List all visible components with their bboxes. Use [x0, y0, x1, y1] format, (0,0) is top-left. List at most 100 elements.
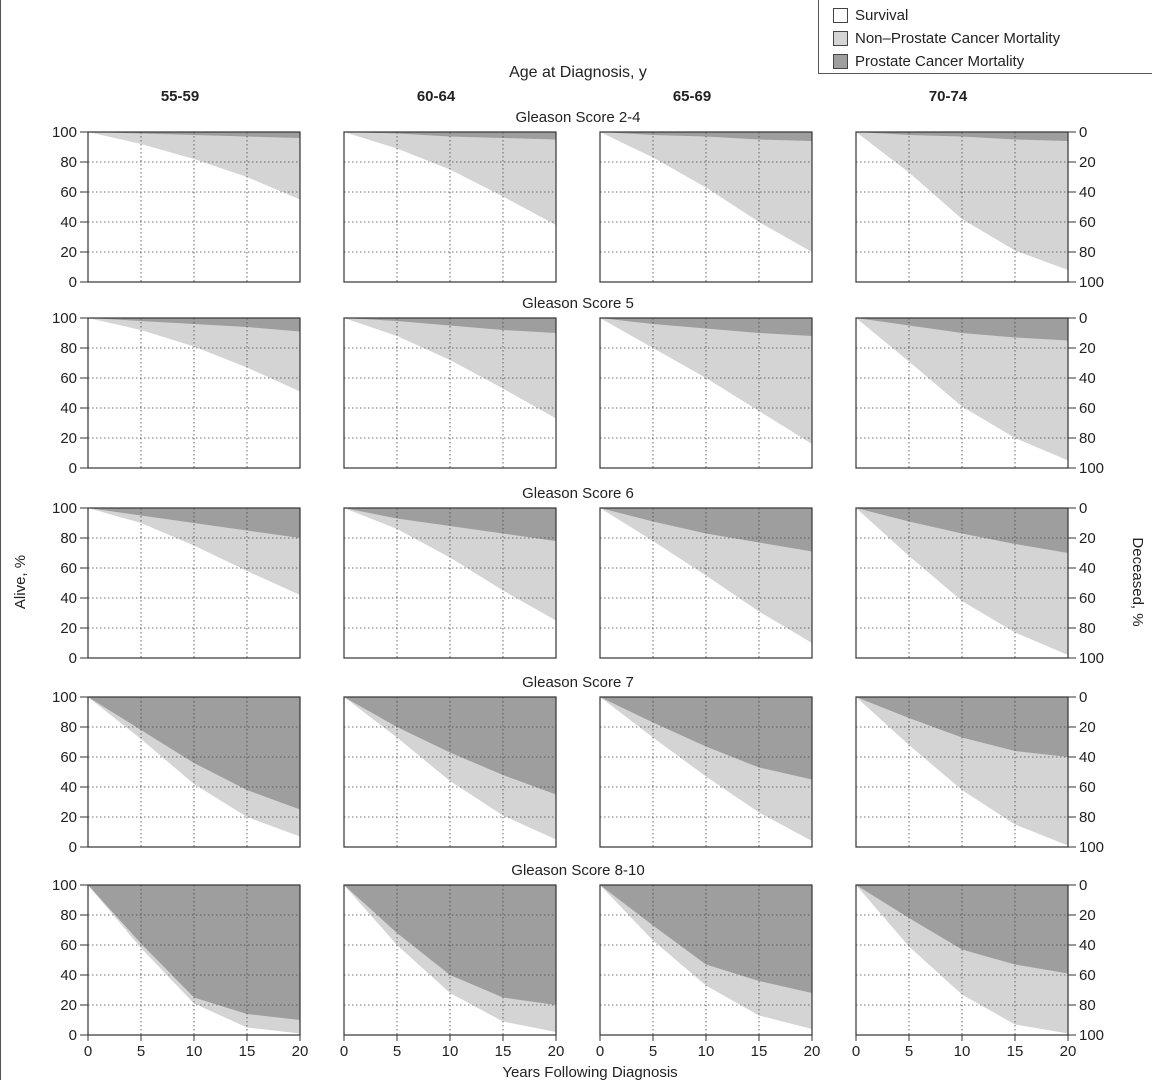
panel-r5-c2-xtick-label-15: 15	[495, 1043, 512, 1060]
panel-r1-c1-ytick-label-left-80: 80	[60, 154, 77, 171]
panel-r5-c2-xtick-label-20: 20	[548, 1043, 565, 1060]
panel-r3-c4-ytick-label-right-40: 40	[1079, 560, 1096, 577]
panel-r2-c3-frame	[599, 317, 813, 469]
panel-r4-c4-ytick-label-right-20: 20	[1079, 719, 1096, 736]
y-axis-title-right: Deceased, %	[1129, 537, 1146, 626]
legend-swatch-survival	[833, 7, 848, 23]
panel-r1-c4-ytick-label-right-40: 40	[1079, 184, 1096, 201]
panel-r1-c4-ytick-label-right-80: 80	[1079, 244, 1096, 261]
legend-label-survival: Survival	[855, 6, 909, 24]
panel-r5-c1-ytick-label-left-60: 60	[60, 937, 77, 954]
panel-r3-c4-ytick-label-right-100: 100	[1079, 650, 1104, 667]
panel-r5-c1-xtick-label-15: 15	[239, 1043, 256, 1060]
panel-r4-c1-ytick-label-left-60: 60	[60, 749, 77, 766]
panel-r2-c1-ytick-label-left-100: 100	[52, 310, 77, 327]
panel-r3-c1-frame	[87, 507, 301, 659]
legend-item-non-prostate-mortality: Non–Prostate Cancer Mortality	[833, 28, 1060, 48]
panel-r3-c4-ytick-label-right-0: 0	[1079, 500, 1087, 517]
y-axis-title-left: Alive, %	[12, 555, 29, 609]
panel-r1-c1-ytick-label-left-40: 40	[60, 214, 77, 231]
panel-r4-c4-frame	[855, 696, 1069, 848]
panel-r1-c1-frame	[87, 131, 301, 283]
panel-r4-c1-ytick-label-left-100: 100	[52, 689, 77, 706]
panel-r5-c4-ytick-label-right-80: 80	[1079, 997, 1096, 1014]
panel-r3-c1-ytick-label-left-100: 100	[52, 500, 77, 517]
panel-r5-c4-ytick-label-right-100: 100	[1079, 1027, 1104, 1044]
panel-r1-c3-frame	[599, 131, 813, 283]
age-group-label-60-64: 60-64	[417, 88, 456, 105]
panel-r5-c1-xtick-label-0: 0	[84, 1043, 92, 1060]
panel-r5-c4-ytick-label-right-0: 0	[1079, 877, 1087, 894]
gleason-title-2: Gleason Score 5	[522, 295, 634, 312]
panel-r3-c1-ytick-label-left-60: 60	[60, 560, 77, 577]
figure-header: Age at Diagnosis, y	[509, 64, 647, 81]
panel-r5-c4-xtick-label-20: 20	[1060, 1043, 1077, 1060]
panel-r5-c4-xtick-label-15: 15	[1007, 1043, 1024, 1060]
panel-r2-c2-frame	[343, 317, 557, 469]
panel-r2-c4-ytick-label-right-0: 0	[1079, 310, 1087, 327]
panel-r2-c4-ytick-label-right-20: 20	[1079, 340, 1096, 357]
panel-r5-c1-xtick-label-20: 20	[292, 1043, 309, 1060]
panel-r2-c1-ytick-label-left-40: 40	[60, 400, 77, 417]
panel-r5-c2-xtick-label-5: 5	[393, 1043, 401, 1060]
panel-r1-c1-ytick-label-left-100: 100	[52, 124, 77, 141]
panel-r4-c4-ytick-label-right-40: 40	[1079, 749, 1096, 766]
panel-r4-c1-ytick-label-left-40: 40	[60, 779, 77, 796]
panel-r4-c4-ytick-label-right-80: 80	[1079, 809, 1096, 826]
panel-r2-c4-ytick-label-right-40: 40	[1079, 370, 1096, 387]
gleason-title-3: Gleason Score 6	[522, 485, 634, 502]
panel-r1-c4-ytick-label-right-100: 100	[1079, 274, 1104, 291]
panel-r1-c1-ytick-label-left-20: 20	[60, 244, 77, 261]
legend-item-survival: Survival	[833, 5, 908, 25]
panel-r5-c1-ytick-label-left-100: 100	[52, 877, 77, 894]
panel-r2-c1-ytick-label-left-20: 20	[60, 430, 77, 447]
panel-r4-c1-ytick-label-left-0: 0	[69, 839, 77, 856]
panel-r2-c4-ytick-label-right-100: 100	[1079, 460, 1104, 477]
legend: Survival Non–Prostate Cancer Mortality P…	[818, 0, 1152, 74]
panel-r4-c4-ytick-label-right-0: 0	[1079, 689, 1087, 706]
panel-r5-c3-xtick-label-5: 5	[649, 1043, 657, 1060]
legend-swatch-prostate-mortality	[833, 53, 848, 69]
legend-label-non-prostate-mortality: Non–Prostate Cancer Mortality	[855, 29, 1061, 47]
panel-r1-c4-ytick-label-right-60: 60	[1079, 214, 1096, 231]
panel-r5-c1-ytick-label-left-0: 0	[69, 1027, 77, 1044]
gleason-title-5: Gleason Score 8-10	[511, 862, 644, 879]
panel-r5-c3-xtick-label-0: 0	[596, 1043, 604, 1060]
panel-r4-c1-ytick-label-left-80: 80	[60, 719, 77, 736]
panel-r5-c4-ytick-label-right-60: 60	[1079, 967, 1096, 984]
panel-r5-c3-xtick-label-20: 20	[804, 1043, 821, 1060]
panel-r5-c1-ytick-label-left-20: 20	[60, 997, 77, 1014]
panel-r5-c1-ytick-label-left-80: 80	[60, 907, 77, 924]
age-group-label-70-74: 70-74	[929, 88, 968, 105]
panel-r3-c4-frame	[855, 507, 1069, 659]
panel-r5-c3-xtick-label-10: 10	[698, 1043, 715, 1060]
panel-r3-c1-ytick-label-left-0: 0	[69, 650, 77, 667]
legend-label-prostate-mortality: Prostate Cancer Mortality	[855, 52, 1025, 70]
panel-r3-c1-ytick-label-left-40: 40	[60, 590, 77, 607]
panel-r1-c4-frame	[855, 131, 1069, 283]
legend-swatch-non-prostate-mortality	[833, 30, 848, 46]
panel-r5-c4-xtick-label-5: 5	[905, 1043, 913, 1060]
panel-r4-c1-ytick-label-left-20: 20	[60, 809, 77, 826]
age-group-label-65-69: 65-69	[673, 88, 711, 105]
panel-r2-c4-ytick-label-right-80: 80	[1079, 430, 1096, 447]
panel-r5-c4-ytick-label-right-40: 40	[1079, 937, 1096, 954]
panel-r2-c1-ytick-label-left-80: 80	[60, 340, 77, 357]
panel-r5-c1-xtick-label-10: 10	[186, 1043, 203, 1060]
panel-r1-c1-ytick-label-left-60: 60	[60, 184, 77, 201]
panel-r1-c4-ytick-label-right-0: 0	[1079, 124, 1087, 141]
panel-r2-c1-ytick-label-left-60: 60	[60, 370, 77, 387]
panel-r3-c1-ytick-label-left-80: 80	[60, 530, 77, 547]
panel-r3-c4-ytick-label-right-80: 80	[1079, 620, 1096, 637]
panel-r2-c1-ytick-label-left-0: 0	[69, 460, 77, 477]
gleason-title-4: Gleason Score 7	[522, 674, 634, 691]
panel-r4-c3-frame	[599, 696, 813, 848]
panel-r4-c4-ytick-label-right-100: 100	[1079, 839, 1104, 856]
panel-r4-c1-frame	[87, 696, 301, 848]
panel-r5-c2-xtick-label-0: 0	[340, 1043, 348, 1060]
panel-r4-c2-frame	[343, 696, 557, 848]
panel-r5-c4-xtick-label-0: 0	[852, 1043, 860, 1060]
panel-r5-c1-xtick-label-5: 5	[137, 1043, 145, 1060]
x-axis-title: Years Following Diagnosis	[502, 1064, 677, 1080]
